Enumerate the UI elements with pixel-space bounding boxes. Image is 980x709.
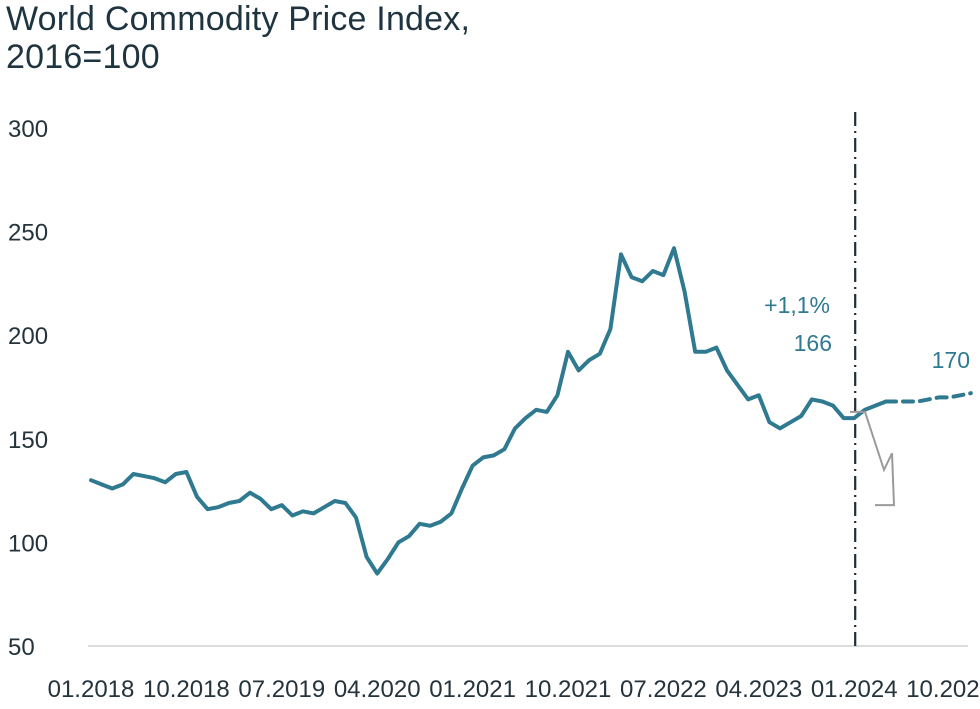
x-tick-label: 10.2018 [143, 676, 230, 703]
y-tick-label: 250 [8, 220, 48, 247]
x-tick-label: 04.2020 [334, 676, 421, 703]
change-bracket [850, 410, 896, 507]
x-tick-label: 01.2021 [429, 676, 516, 703]
x-tick-label: 10.2021 [525, 676, 612, 703]
y-tick-label: 100 [8, 530, 48, 557]
x-tick-label: 04.2023 [715, 676, 802, 703]
series-line-forecast [884, 391, 973, 404]
y-tick-label: 50 [8, 634, 35, 661]
chart-title-line-2: 2016=100 [6, 38, 160, 76]
series-line-actual [89, 246, 888, 576]
y-tick-label: 150 [8, 427, 48, 454]
chart-title: World Commodity Price Index, 2016=100 [6, 0, 470, 76]
annotation-forecast-value: 170 [932, 347, 970, 373]
y-tick-label: 300 [8, 116, 48, 143]
x-tick-label: 01.2024 [811, 676, 898, 703]
x-tick-label: 07.2019 [238, 676, 325, 703]
x-axis-ticks: 01.2018 10.2018 07.2019 04.2020 01.2021 10.20… [48, 676, 980, 703]
x-tick-label: 10.2024 [906, 676, 980, 703]
y-tick-label: 200 [8, 323, 48, 350]
x-tick-label: 07.2022 [620, 676, 707, 703]
annotation-current-value: 166 [794, 330, 832, 356]
y-axis-ticks: 50 100 150 200 250 300 [8, 116, 48, 661]
x-tick-label: 01.2018 [48, 676, 135, 703]
annotation-percent-change: +1,1% [764, 292, 830, 318]
chart-title-line-1: World Commodity Price Index, [6, 0, 471, 38]
